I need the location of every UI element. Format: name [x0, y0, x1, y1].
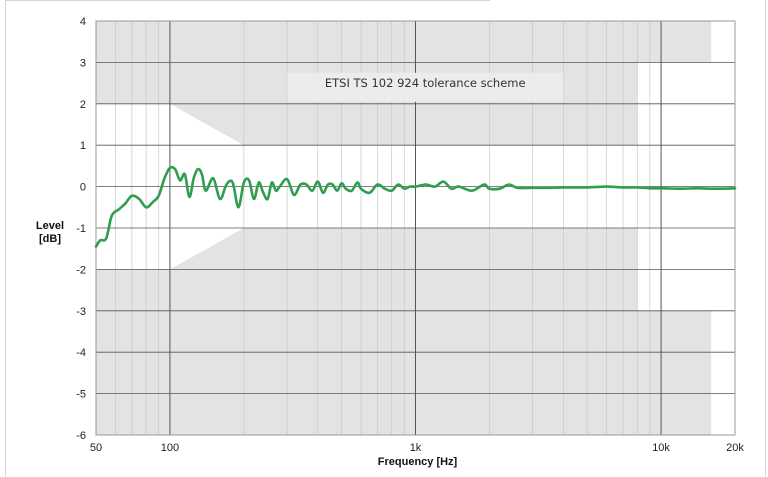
frame-left-border: [5, 0, 6, 477]
series-line-0: [94, 165, 737, 248]
tolerance-lower-region: [169, 228, 712, 435]
y-tick-label: -2: [76, 264, 86, 276]
y-tick-label: -3: [76, 306, 86, 318]
x-tick-label: 20k: [726, 442, 744, 454]
y-axis-title-line1: Level: [36, 220, 64, 232]
series-layer: [94, 165, 737, 248]
y-tick-label: 2: [80, 99, 86, 111]
y-axis-title-line2: [dB]: [39, 233, 61, 245]
plot-border: [95, 20, 736, 436]
y-tick-labels: 4 3 2 1 0 -1 -2 -3 -4 -5 -6: [76, 16, 86, 442]
annotation-label: ETSI TS 102 924 tolerance scheme: [325, 76, 526, 90]
x-tick-labels: 50 100 1k 10k 20k: [90, 442, 744, 454]
y-tick-label: -5: [76, 389, 86, 401]
x-tick-label: 50: [90, 442, 102, 454]
y-tick-label: 4: [80, 16, 86, 28]
y-tick-label: -4: [76, 347, 86, 359]
annotation-box: [287, 72, 564, 102]
x-tick-label: 100: [161, 442, 179, 454]
x-axis-title: Frequency [Hz]: [378, 456, 458, 468]
frame-top-border: [5, 0, 490, 1]
x-tick-label: 1k: [410, 442, 422, 454]
y-tick-label: -6: [76, 430, 86, 442]
x-tick-label: 10k: [652, 442, 670, 454]
y-tick-label: 0: [80, 182, 86, 194]
y-tick-label: 1: [80, 140, 86, 152]
y-tick-label: -1: [76, 223, 86, 235]
frame-right-border: [765, 0, 766, 477]
y-tick-label: 3: [80, 57, 86, 69]
